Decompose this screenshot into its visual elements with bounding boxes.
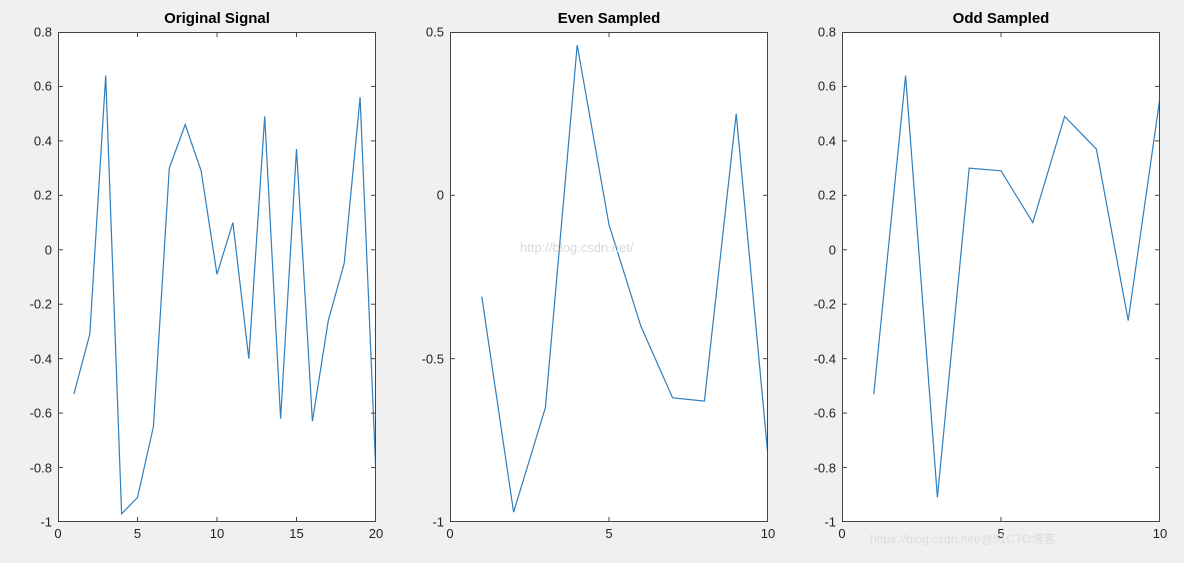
ytick-label: -0.4 xyxy=(30,351,52,366)
xtick-label: 10 xyxy=(761,526,775,541)
ytick-label: 0.4 xyxy=(818,133,836,148)
ytick-label: -0.6 xyxy=(30,406,52,421)
ytick-label: -0.4 xyxy=(814,351,836,366)
subplot-2: Even Sampled0510-1-0.500.5 xyxy=(450,32,768,522)
ytick-label: 0 xyxy=(829,242,836,257)
subplot-3: Odd Sampled0510-1-0.8-0.6-0.4-0.200.20.4… xyxy=(842,32,1160,522)
ytick-label: -0.8 xyxy=(814,460,836,475)
xtick-label: 0 xyxy=(446,526,453,541)
xtick-label: 0 xyxy=(838,526,845,541)
axes xyxy=(450,32,768,522)
xtick-label: 10 xyxy=(1153,526,1167,541)
ytick-label: -1 xyxy=(824,515,836,530)
xtick-label: 5 xyxy=(134,526,141,541)
chart-title: Original Signal xyxy=(58,10,376,27)
xtick-label: 5 xyxy=(997,526,1004,541)
ytick-label: 0.6 xyxy=(818,79,836,94)
ytick-label: 0.2 xyxy=(34,188,52,203)
xtick-label: 10 xyxy=(210,526,224,541)
chart-title: Even Sampled xyxy=(450,10,768,27)
ytick-label: 0.4 xyxy=(34,133,52,148)
xtick-label: 0 xyxy=(54,526,61,541)
figure: Original Signal 0 5 10 15 20 -1 -0.8 -0.6 -0.4 -0.… xyxy=(0,0,1184,563)
ytick-label: -0.8 xyxy=(30,460,52,475)
ytick-label: -0.2 xyxy=(814,297,836,312)
ytick-label: -0.5 xyxy=(422,351,444,366)
ytick-label: 0.8 xyxy=(34,25,52,40)
ytick-label: -0.2 xyxy=(30,297,52,312)
ytick-label: 0.8 xyxy=(818,25,836,40)
ytick-label: 0.6 xyxy=(34,79,52,94)
watermark: https://blog.csdn.net/@51CTO博客 xyxy=(870,530,1055,547)
subplot-1: Original Signal05101520-1-0.8-0.6-0.4-0.… xyxy=(58,32,376,522)
xtick-label: 5 xyxy=(605,526,612,541)
ytick-label: 0 xyxy=(437,188,444,203)
ytick-label: -1 xyxy=(432,515,444,530)
chart-title: Odd Sampled xyxy=(842,10,1160,27)
xtick-label: 20 xyxy=(369,526,383,541)
ytick-label: 0.5 xyxy=(426,25,444,40)
axes xyxy=(842,32,1160,522)
xtick-label: 15 xyxy=(289,526,303,541)
axes xyxy=(58,32,376,522)
ytick-label: -1 xyxy=(40,515,52,530)
ytick-label: -0.6 xyxy=(814,406,836,421)
ytick-label: 0.2 xyxy=(818,188,836,203)
ytick-label: 0 xyxy=(45,242,52,257)
